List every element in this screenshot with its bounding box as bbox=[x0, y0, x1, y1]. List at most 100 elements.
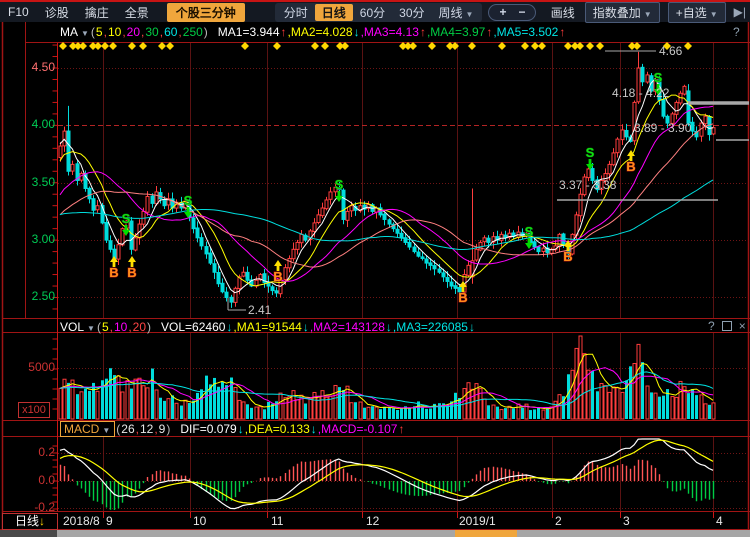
buy-marker: B bbox=[626, 159, 635, 174]
ma-lines-layer bbox=[59, 78, 714, 294]
price-axis-label: 4.50 bbox=[31, 60, 55, 74]
indicator-value: ,MA3=4.13 bbox=[360, 25, 419, 39]
indicator-value: ,MA2=143128 bbox=[309, 320, 385, 334]
draw-line-button[interactable]: 画线 bbox=[550, 5, 575, 20]
volume-bars-layer bbox=[58, 335, 716, 420]
indicator-value: ,MA1=91544 bbox=[233, 320, 302, 334]
arrow-up-icon bbox=[627, 150, 635, 161]
buy-marker: B bbox=[109, 265, 118, 280]
tab-分时[interactable]: 分时 bbox=[283, 5, 308, 20]
arrow-up-icon: ↑ bbox=[419, 25, 426, 39]
indicator-value: ,DEA=0.133 bbox=[244, 422, 310, 436]
arrow-up-icon bbox=[459, 281, 467, 292]
param-value: 5 bbox=[95, 25, 103, 39]
arrow-up-icon: ↑ bbox=[398, 422, 405, 436]
date-axis-label: 9 bbox=[106, 514, 113, 528]
arrow-down-icon: ↓ bbox=[302, 320, 309, 334]
indicator-value: ,MA2=4.028 bbox=[287, 25, 353, 39]
arrow-down-icon: ↓ bbox=[385, 320, 392, 334]
buy-marker: B bbox=[127, 265, 136, 280]
indicator-title[interactable]: MACD ▼ bbox=[60, 421, 116, 437]
price-axis-label: 4.00 bbox=[31, 117, 55, 131]
param-value: 12 bbox=[139, 422, 154, 436]
param-comma: , bbox=[159, 25, 164, 39]
arrow-up-icon bbox=[564, 240, 572, 251]
toolbar-item-0[interactable]: F10 bbox=[8, 5, 29, 19]
arrow-down-icon: ↓ bbox=[237, 422, 244, 436]
tab-日线[interactable]: 日线 bbox=[314, 3, 353, 21]
overlay-index-button[interactable]: 指数叠加 ▼ bbox=[584, 1, 660, 23]
macd-axis-label: 0.2 bbox=[38, 445, 55, 459]
arrow-down-icon bbox=[184, 207, 193, 218]
scrollbar-segment bbox=[517, 530, 750, 537]
arrow-down-icon bbox=[586, 159, 594, 170]
param-value: 5 bbox=[101, 320, 109, 334]
period-tab-group: 分时 日线 60分 30分 周线 ▼ bbox=[274, 2, 483, 22]
sell-marker: S bbox=[122, 211, 131, 226]
signal-diamonds-layer bbox=[59, 42, 692, 50]
collapse-panel-icon[interactable]: ▶| bbox=[733, 5, 746, 19]
period-selector[interactable]: 日线↓ bbox=[2, 513, 58, 530]
horizontal-scrollbar[interactable] bbox=[0, 530, 750, 537]
volume-axis-label: 5000 bbox=[28, 360, 55, 374]
tab-30分[interactable]: 30分 bbox=[399, 5, 425, 20]
scrollbar-segment bbox=[0, 530, 57, 537]
date-axis-label: 12 bbox=[366, 514, 380, 528]
grid-layer bbox=[58, 43, 749, 518]
chevron-down-icon: ▼ bbox=[87, 324, 95, 333]
chevron-down-icon: ▼ bbox=[81, 29, 89, 38]
add-watchlist-button[interactable]: +自选 ▼ bbox=[667, 1, 726, 23]
sell-marker: S bbox=[335, 177, 344, 192]
scrollbar-segment bbox=[57, 530, 455, 537]
sell-marker: S bbox=[586, 145, 595, 160]
help-icon[interactable]: ? bbox=[708, 319, 715, 333]
indicator-value: MA1=3.944 bbox=[217, 25, 280, 39]
buy-marker: B bbox=[273, 269, 282, 284]
maximize-icon[interactable] bbox=[721, 321, 732, 331]
arrow-up-icon bbox=[110, 256, 118, 267]
main-indicator-header: MA ▼(5, 10, 20, 30, 60, 250) MA1=3.944 ↑ ,MA2=4.0… bbox=[60, 24, 566, 40]
indicator-value: DIF=0.079 bbox=[180, 422, 237, 436]
tab-周线[interactable]: 周线 ▼ bbox=[438, 5, 474, 20]
param-value: 9 bbox=[158, 422, 166, 436]
indicator-value: ,MA5=3.502 bbox=[493, 25, 559, 39]
param-comma: , bbox=[103, 25, 107, 39]
annotations-layer: 4.66 4.18 - 4.22 3.89 - 3.90 3.37 - 3.38 2.4… bbox=[227, 44, 749, 317]
toolbar-item-1[interactable]: 诊股 bbox=[44, 5, 69, 20]
arrow-up-icon bbox=[274, 260, 282, 271]
arrow-down-icon: ↓ bbox=[310, 422, 317, 436]
date-axis-label: 3 bbox=[623, 514, 630, 528]
param-paren: ( bbox=[90, 25, 95, 39]
indicator-title[interactable]: VOL ▼ bbox=[60, 320, 95, 334]
arrow-up-icon: ↑ bbox=[559, 25, 566, 39]
date-axis-label: 2019/1 bbox=[459, 514, 496, 528]
period-label: 日线 bbox=[14, 514, 39, 528]
date-axis-label: 2018/8 bbox=[63, 514, 100, 528]
volume-unit-label: x100 bbox=[18, 402, 50, 418]
price-axis-label: 2.50 bbox=[31, 289, 55, 303]
axis-ticks bbox=[52, 44, 58, 510]
stock-3min-button[interactable]: 个股三分钟 bbox=[166, 2, 245, 22]
toolbar-item-2[interactable]: 擒庄 bbox=[84, 5, 109, 20]
price-annotation: 3.37 - 3.38 bbox=[559, 178, 617, 192]
indicator-title[interactable]: MA ▼ bbox=[60, 25, 89, 39]
macd-histogram-layer bbox=[59, 459, 715, 510]
zoom-out-button[interactable]: − bbox=[518, 4, 526, 19]
arrow-down-icon bbox=[122, 225, 130, 236]
price-annotation: 4.18 - 4.22 bbox=[612, 86, 670, 100]
arrow-down-icon bbox=[525, 238, 533, 249]
param-value: 10 bbox=[113, 320, 128, 334]
close-icon[interactable]: × bbox=[738, 319, 746, 333]
main-help-icon[interactable]: ? bbox=[733, 25, 740, 39]
zoom-in-button[interactable]: + bbox=[499, 4, 507, 19]
toolbar-item-3[interactable]: 全景 bbox=[124, 5, 149, 20]
chevron-down-icon: ▼ bbox=[465, 9, 474, 19]
date-axis-label: 11 bbox=[271, 514, 284, 528]
macd-axis-label: -0.2 bbox=[34, 500, 55, 514]
param-paren: ( bbox=[116, 422, 121, 436]
param-value: 250 bbox=[182, 25, 203, 39]
tab-60分[interactable]: 60分 bbox=[359, 5, 386, 20]
chevron-down-icon: ▼ bbox=[102, 426, 111, 435]
